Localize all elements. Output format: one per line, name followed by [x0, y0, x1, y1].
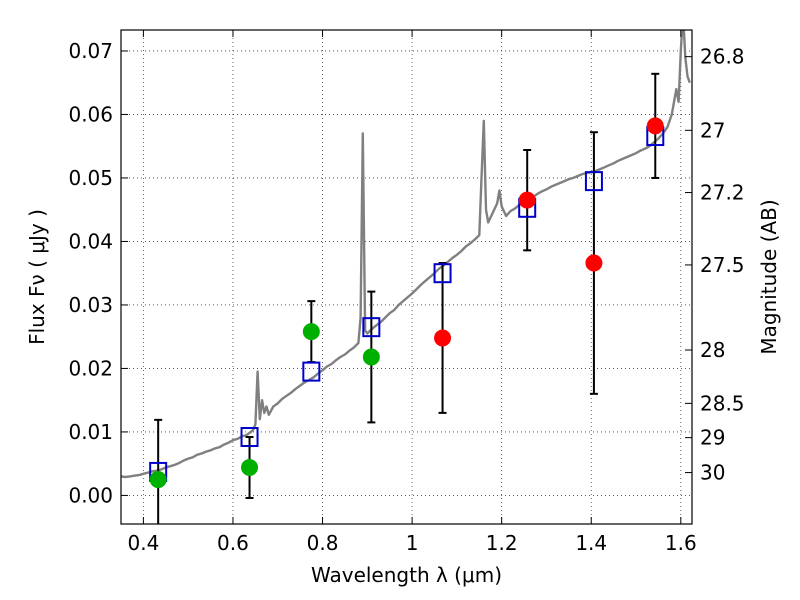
model-flux-square [302, 361, 321, 382]
observed-flux-point [302, 323, 320, 341]
observed-flux-point [518, 191, 536, 209]
x-tick-label: 1.4 [575, 531, 607, 555]
x-tick-label: 0.4 [127, 531, 159, 555]
y-tick-label: 0.02 [68, 356, 113, 380]
y-tick-label: 0.03 [68, 293, 113, 317]
model-flux-square [584, 171, 603, 192]
x-tick-label: 1.6 [665, 531, 697, 555]
template-sed-line [121, 30, 691, 479]
y2-tick-label: 28.5 [700, 391, 745, 415]
y2-tick-label: 30 [700, 461, 725, 485]
y-tick-label: 0.00 [68, 483, 113, 507]
y-tick-label: 0.01 [68, 420, 113, 444]
y-tick-label: 0.04 [68, 229, 113, 253]
model-flux-square [240, 427, 259, 448]
y2-axis-title: Magnitude (AB) [757, 199, 781, 354]
y2-tick-label: 27.2 [700, 181, 745, 205]
x-tick-label: 1 [406, 531, 419, 555]
y2-tick-label: 27.5 [700, 253, 745, 277]
y-tick-label: 0.07 [68, 39, 113, 63]
observed-flux-point [149, 471, 167, 489]
y2-tick-label: 26.8 [700, 45, 745, 69]
grid-lines [121, 30, 692, 524]
model-flux-square [433, 263, 452, 284]
plot-area [121, 30, 691, 524]
observed-flux-point [362, 348, 380, 366]
model-flux-square [362, 317, 381, 338]
y-axis-title: Flux Fν ( μJy ) [25, 209, 49, 345]
observed-flux-point [585, 254, 603, 272]
x-tick-label: 0.6 [217, 531, 249, 555]
axis-ticks: 0.4 0.6 0.8 1 1.2 1.4 1.6 0.00 0.01 0.02 0.03 0.04 0… [68, 30, 745, 555]
observed-flux-point [646, 117, 664, 135]
x-axis-title: Wavelength λ (μm) [311, 563, 502, 587]
y-tick-label: 0.05 [68, 166, 113, 190]
x-tick-label: 1.2 [486, 531, 518, 555]
y2-tick-label: 27 [700, 118, 725, 142]
observed-flux-point [241, 458, 259, 476]
plot-frame [120, 29, 693, 525]
observed-flux-point [434, 329, 452, 347]
y-tick-label: 0.06 [68, 102, 113, 126]
x-tick-label: 0.8 [307, 531, 339, 555]
y2-tick-label: 29 [700, 426, 725, 450]
y2-tick-label: 28 [700, 338, 725, 362]
